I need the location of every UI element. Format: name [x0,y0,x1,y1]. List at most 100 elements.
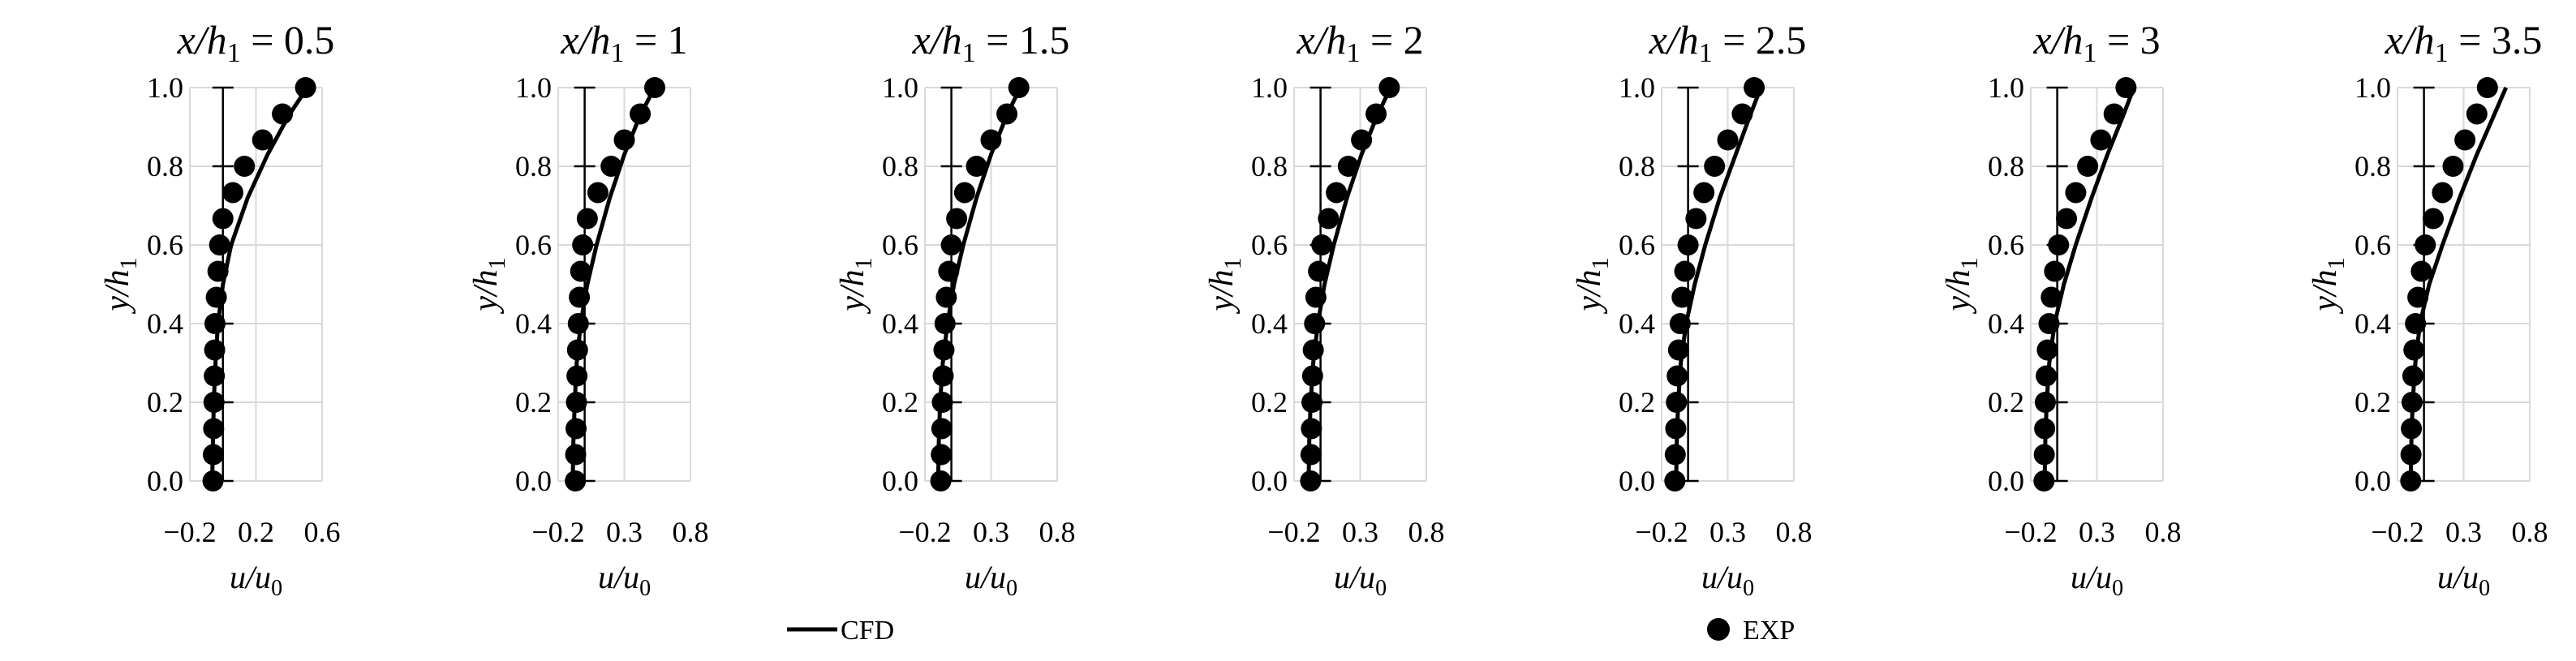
exp-point [203,418,225,440]
exp-point [576,208,598,230]
y-axis-label: y/h1 [99,257,142,314]
panel-7: 0.0 0.2 0.4 0.6 0.8 1.0 −0.2 0.3 0.8 x/h1 = 3.5 u/… [2307,17,2548,601]
x-tick-label: 0.3 [973,516,1009,548]
exp-point [1704,156,1726,177]
x-tick-label: 0.8 [673,516,709,548]
exp-point [946,208,968,230]
exp-point [2432,182,2453,204]
y-tick-label: 0.2 [1988,386,2024,418]
cfd-line [2408,87,2508,482]
y-axis-label: y/h1 [1571,257,1614,314]
exp-point [2041,286,2062,308]
exp-point [2401,392,2423,413]
x-tick-label: −0.2 [531,516,584,548]
exp-point [1665,418,1687,440]
exp-point [1301,392,1323,413]
y-axis-label: y/h1 [834,257,877,314]
exp-point [209,234,230,255]
x-tick-label: 0.8 [1039,516,1076,548]
y-tick-label: 0.6 [2355,229,2391,261]
x-tick-label: −0.2 [2371,516,2423,548]
x-tick-label: −0.2 [1267,516,1320,548]
legend-exp-marker-swatch [1707,618,1730,641]
panel-4: 0.0 0.2 0.4 0.6 0.8 1.0 −0.2 0.3 0.8 x/h1 = 2 u/u0… [1203,17,1445,601]
legend: CFD EXP [787,616,1795,646]
exp-point [2033,470,2055,491]
x-axis-label: u/u0 [1334,559,1387,601]
exp-point [2407,286,2429,308]
legend-cfd-label: CFD [841,616,894,646]
x-tick-label: 0.8 [2145,516,2182,548]
y-tick-label: 0.4 [882,307,918,340]
panel-3: 0.0 0.2 0.4 0.6 0.8 1.0 −0.2 0.3 0.8 x/h1 = 1.5 u/… [834,17,1076,601]
x-axis-label: u/u0 [965,559,1017,601]
x-tick-label: 0.3 [1709,516,1746,548]
y-tick-label: 0.2 [882,386,918,418]
exp-point [1337,156,1359,177]
exp-point [1305,286,1327,308]
y-tick-label: 0.0 [882,465,918,497]
exp-point [2048,234,2070,255]
panel-title: x/h1 = 3.5 [2385,17,2543,68]
y-tick-label: 0.8 [882,150,918,182]
y-tick-label: 0.6 [1988,229,2024,261]
exp-point [933,339,955,361]
exp-point [204,339,226,361]
y-tick-label: 1.0 [2355,71,2391,104]
exp-point [205,286,227,308]
exp-point [566,339,588,361]
exp-point [2115,77,2137,98]
panel-5: 0.0 0.2 0.4 0.6 0.8 1.0 −0.2 0.3 0.8 x/h1 = 2.5 u/… [1571,17,1813,601]
panel-2: 0.0 0.2 0.4 0.6 0.8 1.0 −0.2 0.3 0.8 x/h1 = 1 u/u0… [467,17,709,601]
exp-point [1008,77,1030,98]
exp-point [1717,129,1739,151]
exp-point [2090,129,2112,151]
y-tick-label: 0.6 [1251,229,1288,261]
exp-point [2442,156,2464,177]
panel-title: x/h1 = 2 [1296,17,1423,68]
exp-point [2402,365,2423,387]
y-tick-label: 1.0 [882,71,918,104]
exp-point [630,103,652,125]
exp-point [1302,339,1324,361]
exp-point [1308,260,1330,282]
exp-point [996,103,1018,125]
x-axis-label: u/u0 [2437,559,2490,601]
y-tick-label: 0.0 [2355,465,2391,497]
exp-point [1301,365,1323,387]
y-tick-label: 0.8 [2355,150,2391,182]
exp-point [1300,470,1322,491]
exp-point [2034,392,2056,413]
exp-point [2036,365,2058,387]
exp-point [2400,444,2422,466]
exp-point [1300,444,1322,466]
exp-point [1693,182,1715,204]
exp-point [1664,470,1686,491]
y-tick-label: 0.8 [515,150,552,182]
exp-point [1731,103,1753,125]
exp-point [1351,129,1373,151]
exp-point [643,77,665,98]
exp-point [221,182,243,204]
exp-point [1311,234,1333,255]
panel-title: x/h1 = 0.5 [177,17,335,68]
exp-point [1664,444,1686,466]
exp-point [1674,260,1696,282]
x-axis-label: u/u0 [2071,559,2123,601]
exp-point [940,234,962,255]
x-tick-label: 0.8 [1776,516,1813,548]
exp-point [2056,208,2078,230]
y-tick-label: 1.0 [515,71,552,104]
exp-point [212,208,234,230]
exp-point [569,286,591,308]
exp-point [1671,286,1693,308]
y-tick-label: 0.0 [1988,465,2024,497]
y-tick-label: 0.2 [1251,386,1288,418]
y-tick-label: 0.4 [515,307,552,340]
x-tick-label: −0.2 [163,516,216,548]
exp-point [566,418,587,440]
panels-group: 0.0 0.2 0.4 0.6 0.8 1.0 −0.2 0.2 0.6 x/h1 = 0.5 u/… [99,17,2548,601]
exp-point [1685,208,1707,230]
x-tick-label: 0.8 [1408,516,1445,548]
